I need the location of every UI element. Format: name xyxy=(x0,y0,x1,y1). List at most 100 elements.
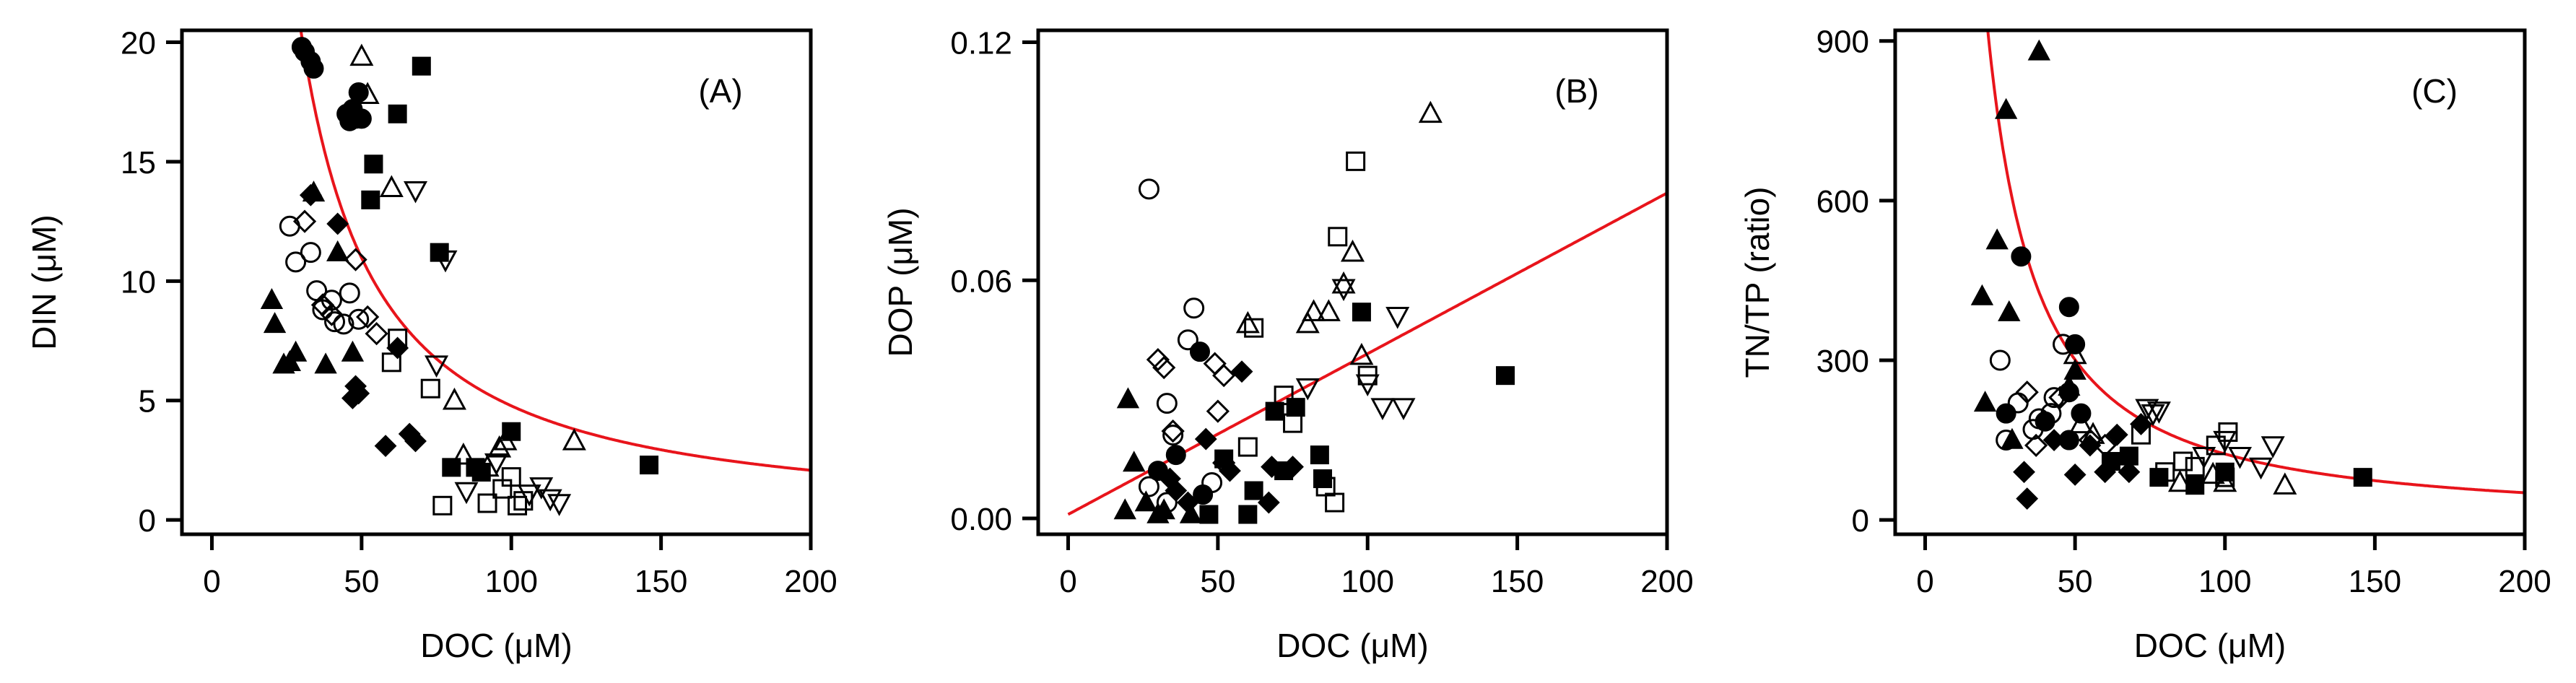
panel-a-point-open-triangle-0 xyxy=(349,43,374,66)
panel-c-point-filled-diamond-1 xyxy=(2013,461,2035,484)
panel-a-point-filled-diamond-7 xyxy=(404,430,427,453)
panel-b-point-filled-square-0 xyxy=(1352,303,1371,322)
panel-a-point-open-circle-6 xyxy=(333,313,354,335)
panel-b-point-open-circle-4 xyxy=(1162,425,1184,446)
panel-a-fit-line xyxy=(299,30,811,472)
panel-c-point-filled-triangle-0 xyxy=(2027,39,2050,61)
panel-b-point-open-square-4 xyxy=(1283,413,1303,433)
panel-a-point-open-diamond-3 xyxy=(356,305,380,329)
panel-b-point-filled-diamond-5 xyxy=(1219,459,1241,482)
panel-c-point-open-triangle-0 xyxy=(2063,342,2087,365)
panel-b-point-open-square-3 xyxy=(1274,386,1294,406)
panel-c-x-tick-label-0: 0 xyxy=(1916,564,1933,599)
panel-c-point-filled-circle-1 xyxy=(2058,297,2079,318)
panel-c-y-tick-label-1: 300 xyxy=(1816,344,1869,379)
panel-c-tag: (C) xyxy=(2411,72,2458,110)
panel-b-point-filled-diamond-4 xyxy=(1176,491,1199,514)
panel-c-point-open-diamond-4 xyxy=(2015,380,2039,404)
panel-c-point-filled-square-0 xyxy=(2353,468,2372,487)
panel-b-point-open-down-triangle-1 xyxy=(1385,307,1410,329)
panel-b-point-open-down-triangle-5 xyxy=(1295,378,1320,401)
panel-a-point-filled-triangle-6 xyxy=(341,340,365,362)
panel-c-point-filled-triangle-3 xyxy=(1970,284,1994,305)
panel-a-x-tick-label-4: 200 xyxy=(784,564,837,599)
panel-a-point-open-triangle-7 xyxy=(493,428,518,451)
panel-b-x-tick-label-4: 200 xyxy=(1640,564,1693,599)
panel-c-point-open-square-6 xyxy=(2206,435,2226,456)
panel-c-y-tick-label-0: 0 xyxy=(1852,503,1869,539)
panel-a-point-open-triangle-6 xyxy=(487,435,512,458)
panel-a-x-tick-label-2: 100 xyxy=(485,564,538,599)
panel-a-point-filled-square-2 xyxy=(364,155,383,174)
panel-c-x-axis-label: DOC (μM) xyxy=(2134,627,2286,664)
panel-a-point-open-down-triangle-1 xyxy=(433,250,458,273)
panel-b: 0 50 100 150 200 0.00 0.06 0.12 DOC (μM) DOP (μM)… xyxy=(882,25,1694,664)
panel-a-point-open-circle-7 xyxy=(339,282,360,304)
panel-a-point-open-circle-5 xyxy=(324,311,346,333)
panel-c-point-open-down-triangle-5 xyxy=(2260,436,2285,458)
panel-a-point-open-square-4 xyxy=(477,493,497,513)
panel-c-point-filled-triangle-7 xyxy=(2063,358,2087,380)
panel-a-point-open-diamond-5 xyxy=(320,303,344,326)
panel-a-point-open-down-triangle-5 xyxy=(517,484,541,507)
panel-c-point-open-circle-2 xyxy=(2043,387,2065,409)
panel-a-point-filled-triangle-5 xyxy=(314,352,337,374)
panel-b-point-open-square-1 xyxy=(1328,227,1348,247)
panel-b-point-open-square-8 xyxy=(1237,437,1258,457)
panel-c-point-filled-diamond-0 xyxy=(2016,487,2039,510)
panel-b-point-open-triangle-1 xyxy=(1340,239,1365,262)
panel-c-point-open-down-triangle-4 xyxy=(2228,446,2253,469)
panel-c-point-open-down-triangle-1 xyxy=(2146,401,2171,424)
panel-a-x-tick-label-3: 150 xyxy=(635,564,687,599)
panel-a-point-open-diamond-4 xyxy=(365,322,388,346)
panel-b-point-filled-diamond-8 xyxy=(1282,456,1304,478)
panel-a-point-open-triangle-3 xyxy=(442,387,466,410)
panel-b-point-open-diamond-3 xyxy=(1212,364,1236,388)
panel-c-point-open-diamond-2 xyxy=(2078,428,2102,452)
panel-b-point-filled-diamond-1 xyxy=(1194,427,1217,451)
panel-b-point-open-down-triangle-4 xyxy=(1391,398,1416,420)
panel-b-point-open-down-triangle-2 xyxy=(1355,374,1380,397)
panel-a-x-axis-label: DOC (μM) xyxy=(420,627,572,664)
panel-a-point-open-down-triangle-4 xyxy=(484,453,509,476)
panel-a-point-filled-triangle-4 xyxy=(284,340,308,362)
panel-b-point-filled-triangle-6 xyxy=(1179,502,1203,523)
panel-c-fit-line xyxy=(1986,30,2525,495)
panel-a-point-open-down-triangle-2 xyxy=(425,355,449,378)
panel-b-point-filled-square-6 xyxy=(1238,505,1258,524)
panel-c-point-open-triangle-6 xyxy=(2167,469,2192,492)
panel-b-x-axis-label: DOC (μM) xyxy=(1276,627,1428,664)
panel-c-point-open-triangle-1 xyxy=(2068,411,2093,434)
panel-c-point-filled-square-2 xyxy=(2149,468,2169,487)
panel-a-point-open-square-7 xyxy=(508,495,528,515)
panel-a-point-filled-square-9 xyxy=(640,456,659,475)
panel-c-point-filled-circle-0 xyxy=(2011,246,2032,267)
panel-b-y-tick-label-2: 0.12 xyxy=(950,25,1012,61)
panel-c-point-open-square-5 xyxy=(2131,425,2151,445)
panel-a-x-tick-label-0: 0 xyxy=(203,564,220,599)
panel-a-point-filled-square-0 xyxy=(412,56,431,76)
panel-c-point-open-square-3 xyxy=(2155,462,2175,482)
panel-c-point-open-square-1 xyxy=(2173,451,2193,471)
panel-a-y-tick-label-2: 10 xyxy=(121,264,156,300)
panel-a-point-open-down-triangle-6 xyxy=(529,477,554,500)
panel-a-point-open-down-triangle-7 xyxy=(538,489,562,512)
panel-c-point-filled-circle-3 xyxy=(1996,403,2016,424)
panel-a-point-filled-diamond-4 xyxy=(347,382,370,405)
panel-b-point-open-triangle-2 xyxy=(1331,271,1356,294)
panel-b-point-open-circle-3 xyxy=(1156,393,1178,414)
panel-b-point-filled-circle-3 xyxy=(1165,445,1186,466)
panel-c-point-open-down-triangle-3 xyxy=(2213,430,2237,453)
panel-c-point-open-down-triangle-7 xyxy=(2192,446,2216,469)
panel-b-point-open-circle-5 xyxy=(1138,476,1159,497)
panel-a-point-filled-diamond-5 xyxy=(374,435,397,458)
panel-a-point-filled-square-1 xyxy=(388,104,407,123)
panel-c-point-open-circle-1 xyxy=(2053,334,2074,355)
panel-c-x-tick-label-1: 50 xyxy=(2058,564,2093,599)
panel-b-point-open-down-triangle-3 xyxy=(1370,398,1395,420)
panel-b-frame xyxy=(1036,28,1669,536)
panel-a-y-tick-label-3: 15 xyxy=(121,145,156,180)
panel-b-point-open-triangle-3 xyxy=(1295,310,1320,334)
panel-a-point-filled-diamond-1 xyxy=(326,212,349,235)
